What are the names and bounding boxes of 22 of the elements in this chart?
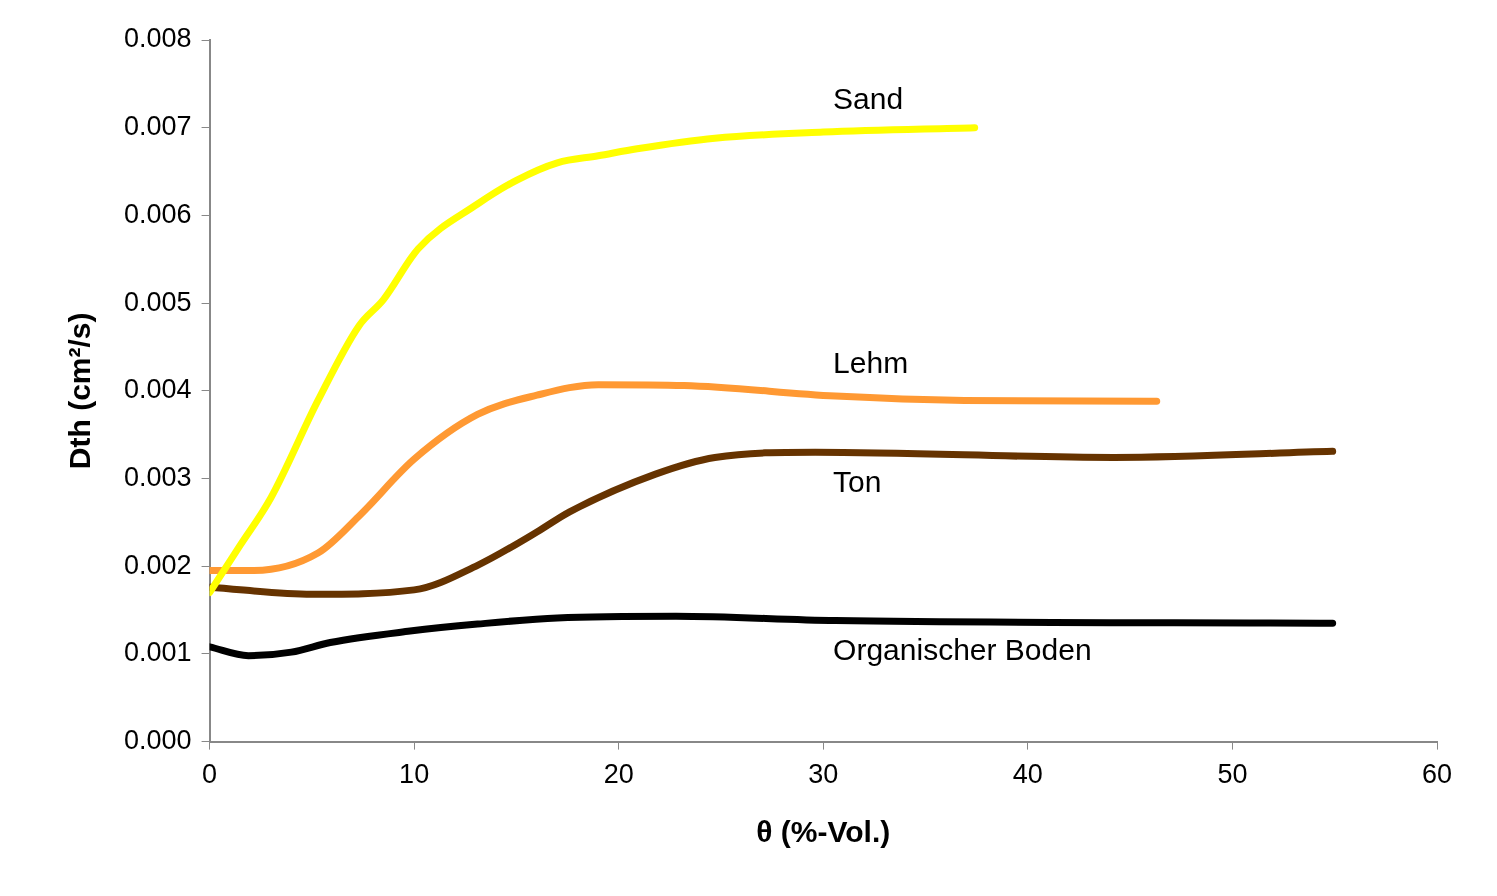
series-label: Sand <box>833 82 904 116</box>
y-tick-label: 0.004 <box>123 374 192 405</box>
x-tick-label: 10 <box>399 759 430 790</box>
x-tick-label: 50 <box>1217 759 1248 790</box>
y-tick-label: 0.001 <box>123 637 192 668</box>
x-tick-label: 60 <box>1421 759 1453 790</box>
x-tick-label: 30 <box>808 759 839 790</box>
y-tick-label: 0.005 <box>123 286 192 317</box>
x-axis-title: θ (%-Vol.) <box>756 815 891 849</box>
y-tick-label: 0.003 <box>123 461 192 492</box>
series-label: Lehm <box>833 346 909 380</box>
x-tick-label: 0 <box>202 759 218 790</box>
series-label: Ton <box>833 464 882 498</box>
series-label: Organischer Boden <box>833 632 1092 666</box>
y-axis-title: Dth (cm²/s) <box>63 312 97 470</box>
y-tick-label: 0.002 <box>123 549 192 580</box>
y-tick-label: 0.008 <box>123 23 192 54</box>
y-tick-label: 0.000 <box>123 725 192 756</box>
x-tick-label: 40 <box>1012 759 1043 790</box>
y-tick-label: 0.006 <box>123 198 192 229</box>
x-tick-label: 20 <box>603 759 634 790</box>
y-tick-label: 0.007 <box>123 111 192 142</box>
